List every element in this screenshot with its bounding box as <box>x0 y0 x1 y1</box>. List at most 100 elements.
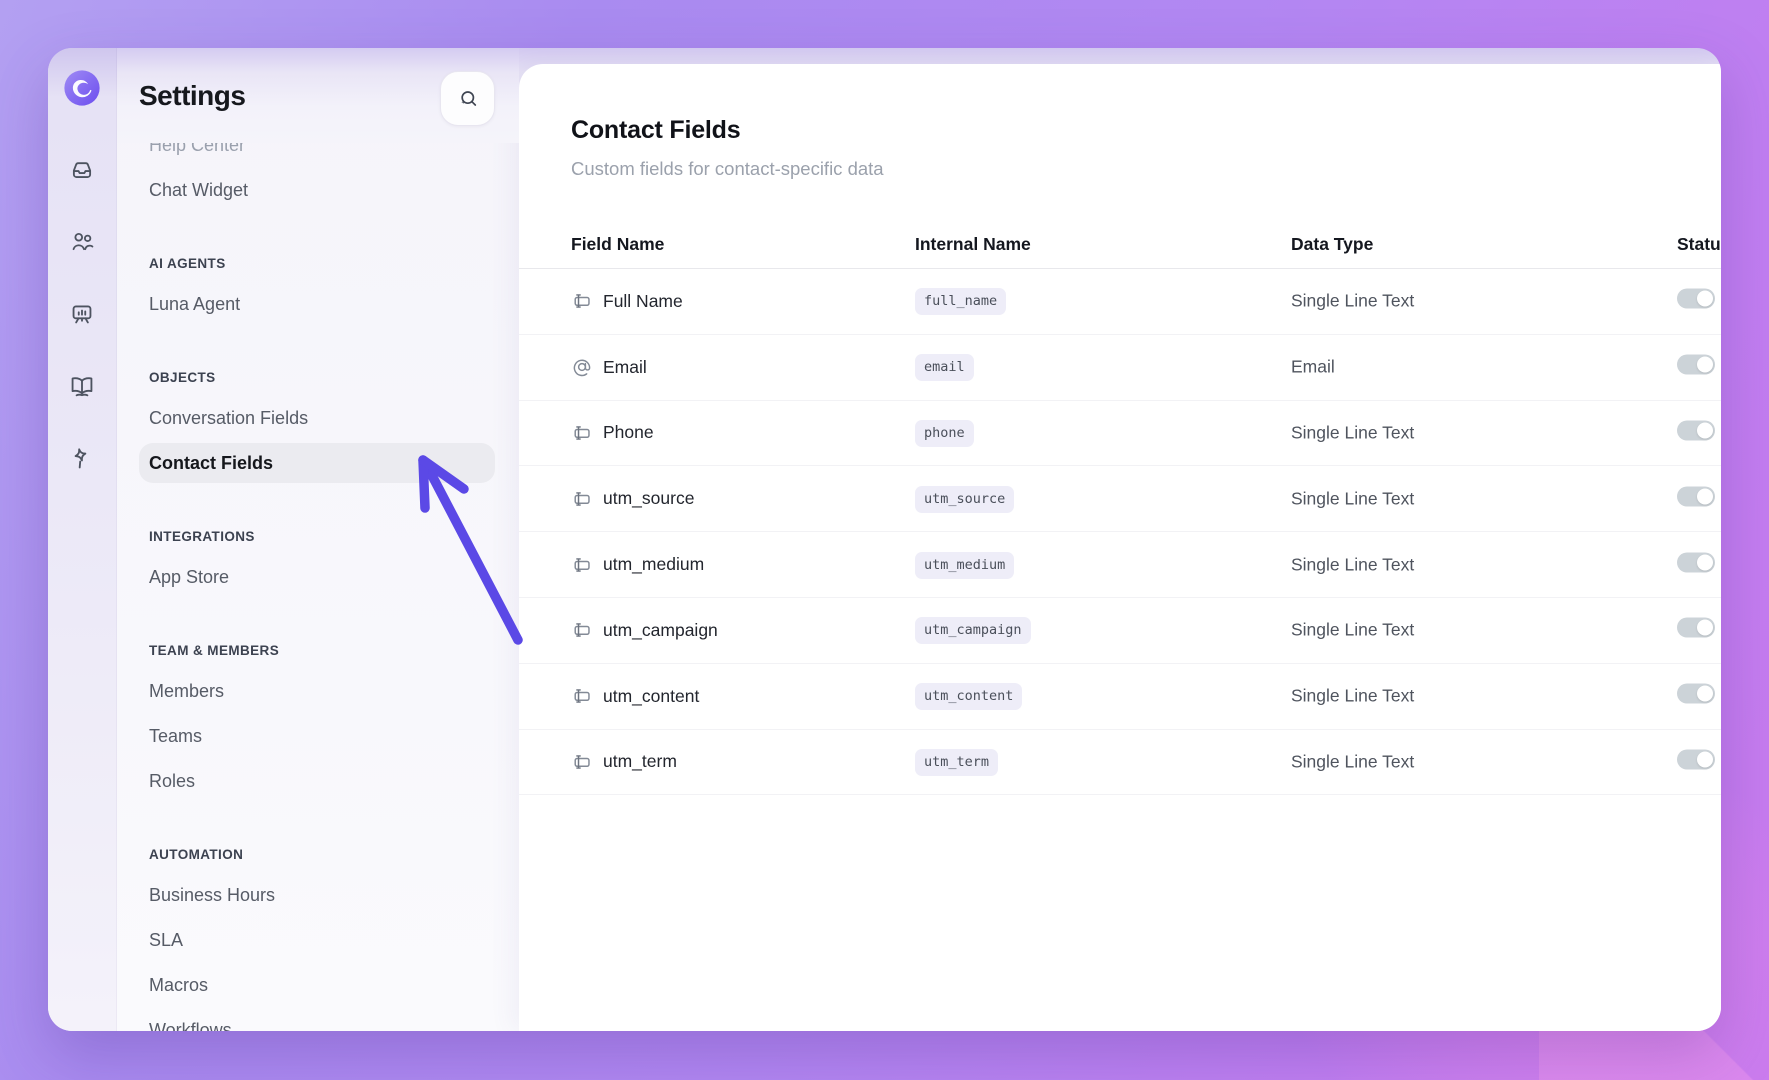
sidebar-item-chat-widget[interactable]: Chat Widget <box>149 180 249 200</box>
sidebar-item-teams[interactable]: Teams <box>149 726 203 746</box>
toggle-knob <box>1697 422 1713 439</box>
data-type: Single Line Text <box>1291 554 1415 575</box>
field-name-cell: Full Name <box>571 290 683 312</box>
content-subtitle: Custom fields for contact-specific data <box>571 158 884 179</box>
text-input-icon <box>571 290 593 312</box>
toggle-knob <box>1697 685 1713 702</box>
status-toggle[interactable] <box>1677 749 1715 770</box>
field-name: utm_campaign <box>603 619 718 640</box>
sidebar-item-workflows[interactable]: Workflows <box>149 1020 232 1031</box>
status-cell <box>1677 486 1715 511</box>
sidebar-item-app-store[interactable]: App Store <box>149 567 230 587</box>
field-name: utm_term <box>603 751 677 772</box>
people-icon[interactable] <box>68 228 96 256</box>
data-type: Single Line Text <box>1291 751 1415 772</box>
table-row: utm_term utm_term Single Line Text <box>519 730 1721 796</box>
inbox-icon[interactable] <box>68 156 96 184</box>
presentation-chart-icon[interactable] <box>68 300 96 328</box>
status-toggle[interactable] <box>1677 420 1715 441</box>
data-type: Single Line Text <box>1291 290 1415 311</box>
spark-icon[interactable] <box>68 444 96 472</box>
sidebar-section-integrations: INTEGRATIONS <box>149 529 255 544</box>
internal-name-badge: email <box>915 354 974 382</box>
table-row: Email email Email <box>519 335 1721 401</box>
sidebar-section-ai-agents: AI AGENTS <box>149 256 226 271</box>
sidebar-item-roles[interactable]: Roles <box>149 771 196 791</box>
page-title: Settings <box>139 80 246 111</box>
status-cell <box>1677 749 1715 774</box>
internal-name-cell: utm_source <box>915 485 1015 513</box>
brand-logo-icon[interactable] <box>62 68 102 108</box>
sidebar-item-conversation-fields[interactable]: Conversation Fields <box>149 408 309 428</box>
internal-name-cell: phone <box>915 419 974 447</box>
toggle-knob <box>1697 290 1713 307</box>
text-input-icon <box>571 554 593 576</box>
field-name-cell: utm_source <box>571 488 694 510</box>
internal-name-badge: utm_medium <box>915 551 1015 579</box>
status-cell <box>1677 354 1715 380</box>
status-toggle[interactable] <box>1677 486 1715 507</box>
status-toggle[interactable] <box>1677 354 1715 375</box>
field-name: utm_content <box>603 685 700 706</box>
status-toggle[interactable] <box>1677 683 1715 704</box>
status-toggle[interactable] <box>1677 552 1715 573</box>
field-name: Email <box>603 356 647 377</box>
table-row: utm_campaign utm_campaign Single Line Te… <box>519 598 1721 664</box>
field-name-cell: Email <box>571 356 647 378</box>
internal-name-badge: utm_source <box>915 485 1015 513</box>
ai-search-icon <box>460 90 476 106</box>
sidebar-item-members[interactable]: Members <box>149 681 225 701</box>
internal-name-badge: utm_term <box>915 748 999 776</box>
status-cell <box>1677 288 1715 314</box>
data-type: Email <box>1291 356 1335 377</box>
column-header-field-name: Field Name <box>571 234 665 254</box>
status-toggle[interactable] <box>1677 288 1715 309</box>
sidebar-nav: Help Center Chat Widget AI AGENTS Luna Agen… <box>117 131 519 1031</box>
field-name-cell: utm_medium <box>571 554 704 576</box>
status-cell <box>1677 617 1715 643</box>
data-type: Single Line Text <box>1291 422 1415 443</box>
internal-name-cell: email <box>915 354 974 382</box>
table-row: utm_medium utm_medium Single Line Text <box>519 532 1721 598</box>
sidebar-item-luna-agent[interactable]: Luna Agent <box>149 294 241 314</box>
ai-search-button[interactable] <box>440 71 495 126</box>
table-row: Phone phone Single Line Text <box>519 401 1721 467</box>
field-name: utm_medium <box>603 554 705 575</box>
text-input-icon <box>571 488 593 510</box>
toggle-knob <box>1697 554 1713 571</box>
sidebar-item-macros[interactable]: Macros <box>149 975 209 995</box>
sidebar-item-contact-fields[interactable]: Contact Fields <box>139 443 495 483</box>
internal-name-cell: utm_term <box>915 748 999 776</box>
toggle-knob <box>1697 619 1713 636</box>
status-cell <box>1677 552 1715 577</box>
column-header-internal-name: Internal Name <box>915 234 1031 254</box>
table-row: Full Name full_name Single Line Text <box>519 269 1721 335</box>
internal-name-cell: utm_content <box>915 683 1023 711</box>
internal-name-badge: utm_content <box>915 683 1023 711</box>
sidebar-section-automation: AUTOMATION <box>149 847 244 862</box>
internal-name-cell: utm_campaign <box>915 617 1031 645</box>
table-row: utm_source utm_source Single Line Text <box>519 466 1721 533</box>
book-open-icon[interactable] <box>68 372 96 400</box>
sidebar-header: Settings <box>117 48 519 143</box>
internal-name-badge: utm_campaign <box>915 617 1031 645</box>
text-input-icon <box>571 685 593 707</box>
sidebar-item-sla[interactable]: SLA <box>149 930 184 950</box>
sidebar-item-business-hours[interactable]: Business Hours <box>149 885 276 905</box>
sidebar-section-objects: OBJECTS <box>149 370 216 385</box>
text-input-icon <box>571 422 593 444</box>
fields-table: Full Name full_name Single Line Text Ema… <box>519 269 1721 796</box>
field-name-cell: utm_campaign <box>571 619 718 641</box>
toggle-knob <box>1697 488 1713 505</box>
data-type: Single Line Text <box>1291 619 1415 640</box>
toggle-knob <box>1697 356 1713 373</box>
column-header-status: Status <box>1677 234 1721 254</box>
status-toggle[interactable] <box>1677 617 1715 638</box>
app-window: Help Center Chat Widget AI AGENTS Luna Agen… <box>48 48 1721 1031</box>
field-name-cell: utm_content <box>571 685 699 707</box>
table-row: utm_content utm_content Single Line Text <box>519 664 1721 730</box>
content-title: Contact Fields <box>571 116 741 144</box>
icon-rail <box>48 48 117 1031</box>
text-input-icon <box>571 751 593 773</box>
